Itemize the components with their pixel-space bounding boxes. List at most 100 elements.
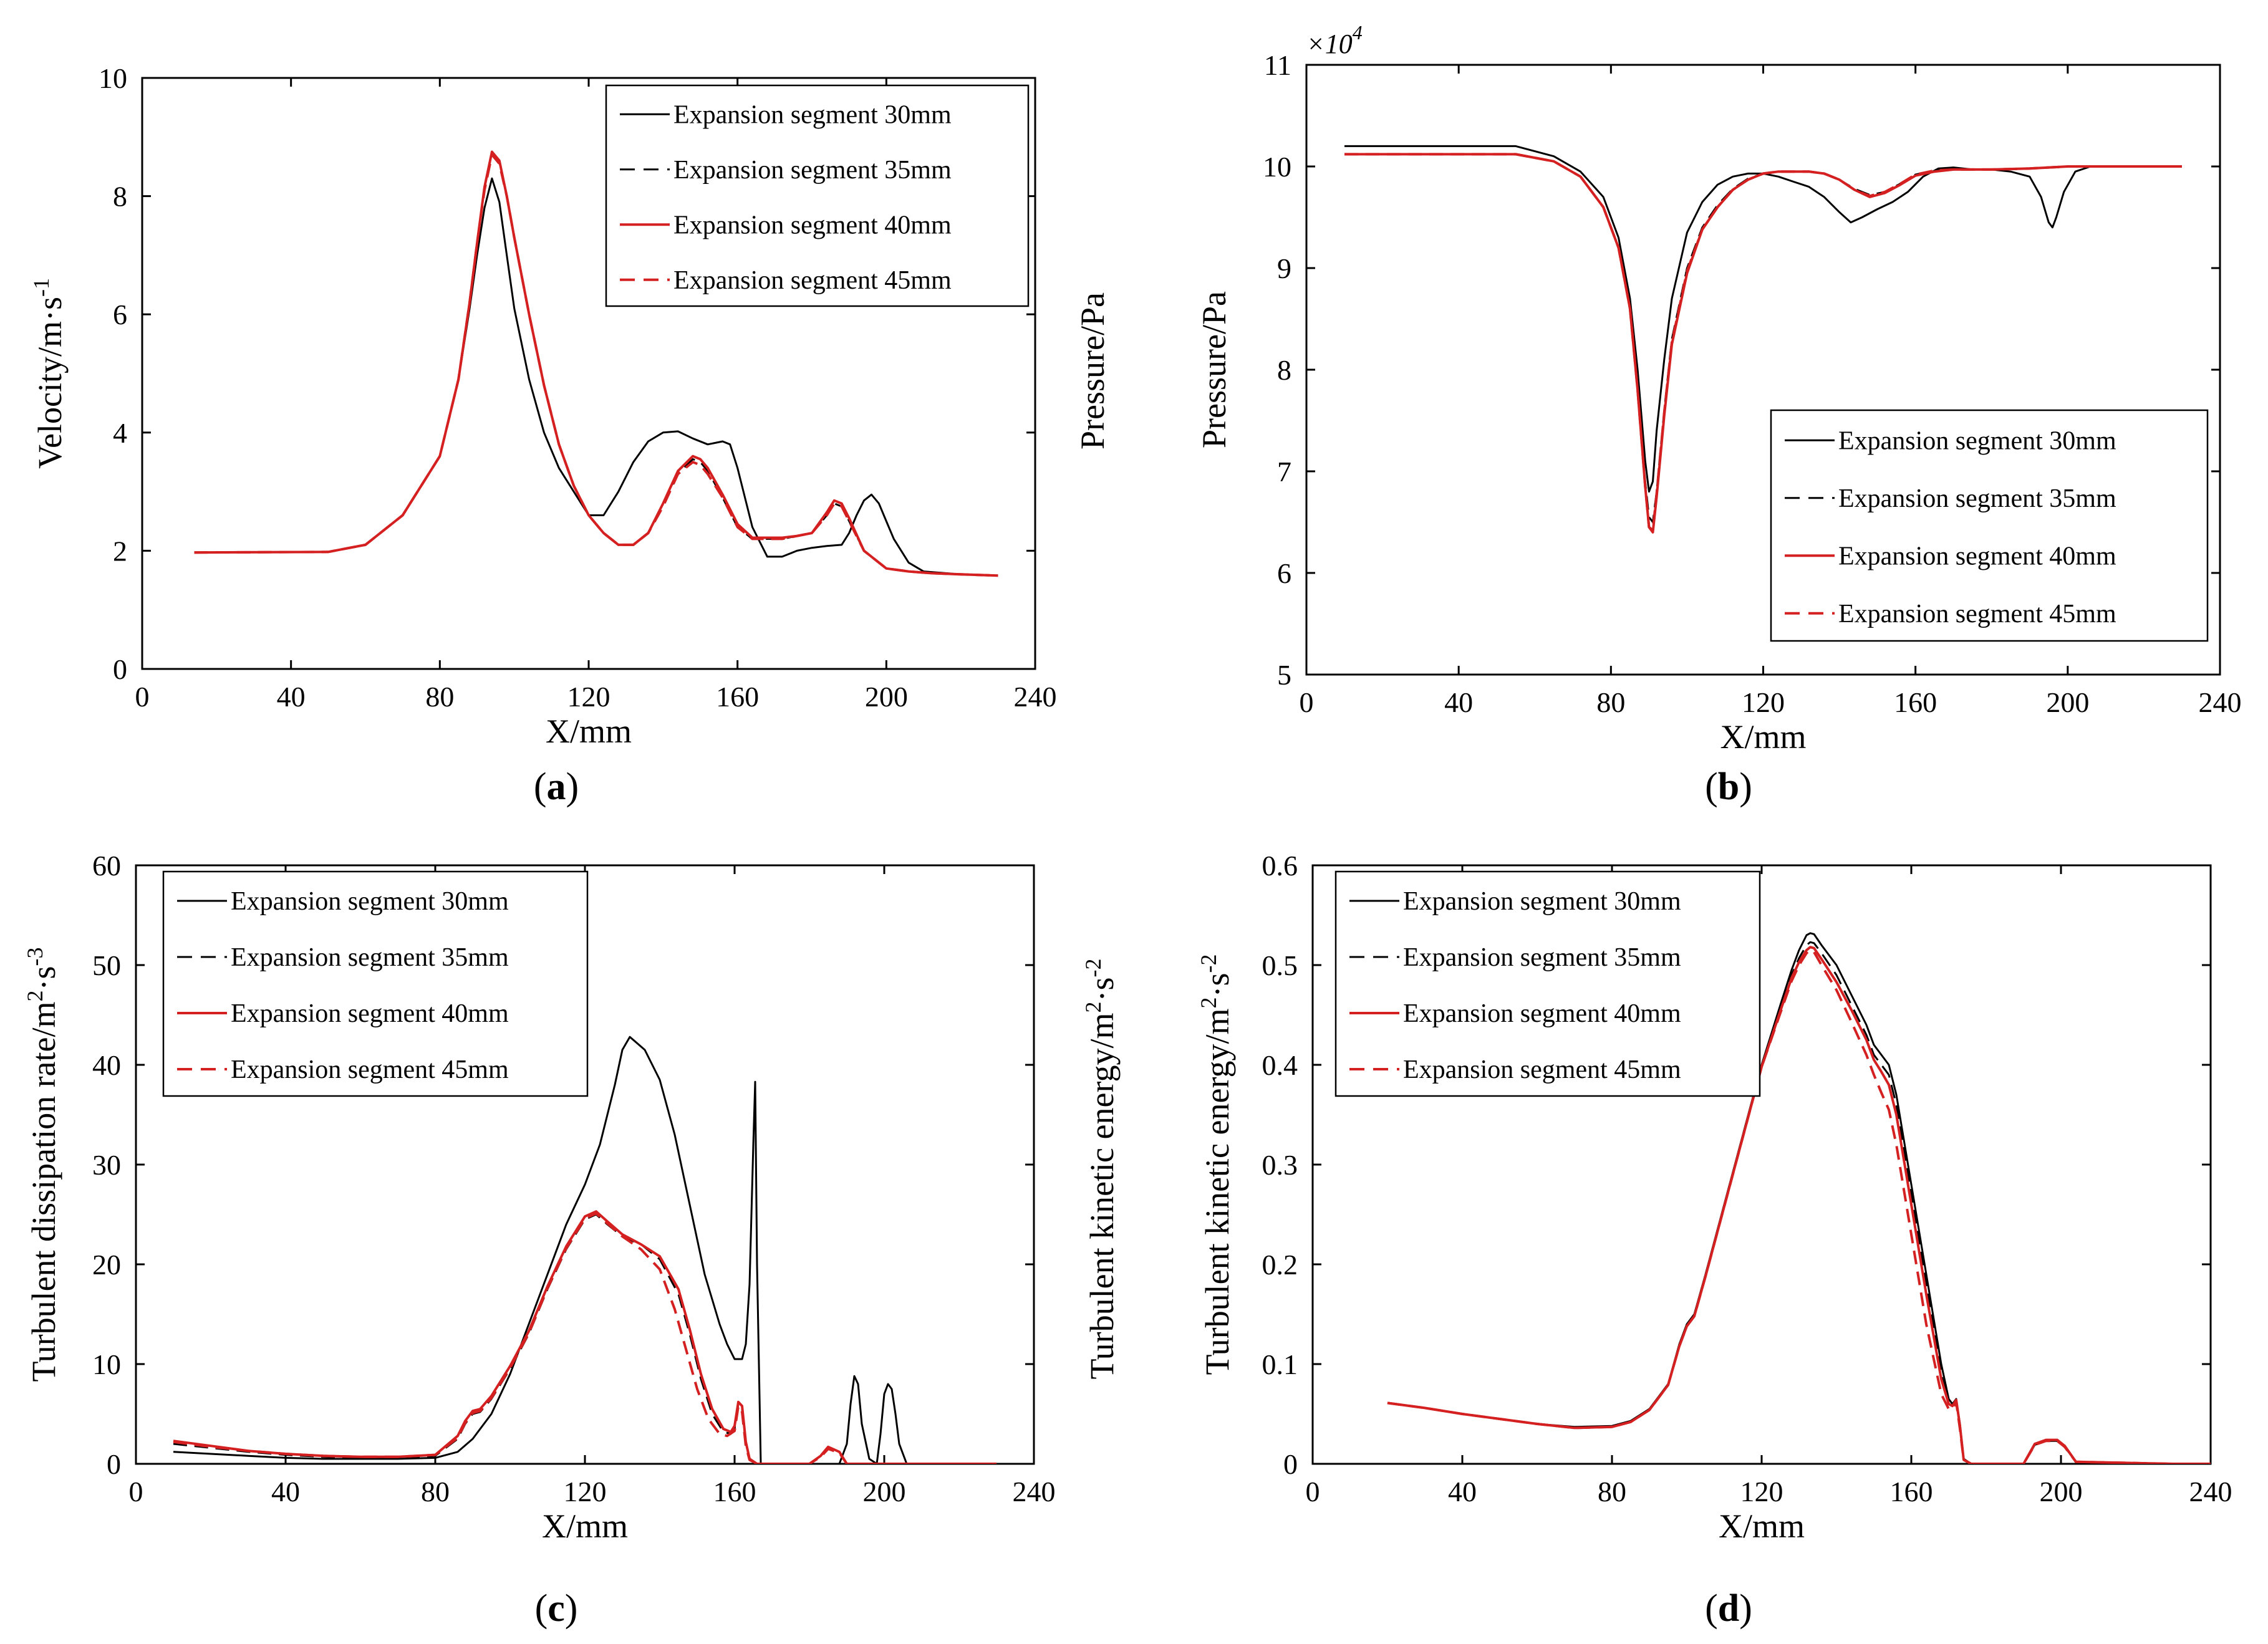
y-tick-label: 8 [1277,354,1291,386]
x-axis-label: X/mm [1720,718,1806,756]
x-tick-label: 240 [2189,1476,2232,1507]
x-tick-label: 240 [1013,1476,1056,1507]
legend-label-3: Expansion segment 40mm [231,999,509,1028]
x-tick-label: 200 [2046,686,2089,718]
x-tick-label: 240 [2199,686,2242,718]
y-tick-label: 50 [92,949,121,981]
legend-label-1: Expansion segment 30mm [1403,887,1681,916]
legend: Expansion segment 30mm Expansion segment … [162,870,589,1097]
side-axis-label: Turbulent kinetic energy/m2·s-2 [1081,959,1121,1380]
side-axis-label: Pressure/Pa [1074,292,1111,449]
x-tick-label: 40 [271,1476,300,1507]
y-tick-label: 20 [92,1249,121,1281]
y-tick-label: 5 [1277,659,1291,691]
y-tick-label: 9 [1277,252,1291,284]
y-tick-label: 6 [1277,557,1291,589]
y-axis-label: Velocity/m·s-1 [29,278,69,469]
legend-label-2: Expansion segment 35mm [1403,943,1681,972]
legend-label-3: Expansion segment 40mm [1838,542,2116,570]
x-tick-label: 0 [1306,1476,1320,1507]
x-tick-label: 200 [2040,1476,2083,1507]
y-tick-label: 0.6 [1262,850,1298,882]
y-tick-label: 0.1 [1262,1348,1298,1380]
y-tick-label: 11 [1264,49,1291,81]
y-tick-label: 60 [92,850,121,882]
series-group [1344,145,2182,534]
legend-label-2: Expansion segment 35mm [673,156,952,185]
x-axis-label: X/mm [542,1507,628,1545]
x-tick-label: 200 [865,681,908,713]
legend: Expansion segment 30mm Expansion segment … [605,84,1030,307]
legend-box [605,84,1030,307]
x-tick-label: 120 [564,1476,607,1507]
panel-label-b: (b) [1705,766,1752,808]
legend-label-4: Expansion segment 45mm [673,266,952,295]
panel-label-a: (a) [534,766,579,808]
x-tick-label: 160 [716,681,759,713]
x-tick-label: 40 [1448,1476,1477,1507]
series-group [173,1036,996,1464]
y-axis-label: Turbulent kinetic energy/m2·s-2 [1196,954,1236,1375]
y-axis-label: Turbulent dissipation rate/m2·s-3 [22,948,62,1382]
chart-panel-b: 0 40 80 120 160 200 240 5 6 7 8 9 10 11 X/mm Pressure/P… [1074,21,2242,756]
x-tick-label: 80 [1598,1476,1626,1507]
chart-panel-c: 0 40 80 120 160 200 240 0 10 20 30 40 50 60 X/mm Turbul… [22,850,1121,1545]
legend-label-1: Expansion segment 30mm [231,887,509,916]
legend-box [1334,870,1761,1097]
y-axis-label: Pressure/Pa [1195,291,1233,448]
y-tick-label: 0 [1283,1448,1298,1480]
x-axis-label: X/mm [546,713,632,750]
legend-label-1: Expansion segment 30mm [1838,426,2116,455]
panel-label-c: (c) [535,1587,578,1630]
series-line-1 [1344,145,2182,493]
panel-label-d: (d) [1705,1587,1752,1630]
x-tick-label: 0 [1300,686,1314,718]
x-tick-label: 80 [421,1476,450,1507]
series-group [1387,932,2211,1464]
x-tick-label: 0 [129,1476,143,1507]
legend-label-3: Expansion segment 40mm [673,211,952,239]
x-tick-label: 40 [1444,686,1473,718]
legend-label-2: Expansion segment 35mm [1838,484,2116,513]
legend-label-4: Expansion segment 45mm [1403,1055,1681,1084]
y-tick-label: 0 [107,1448,121,1480]
y-tick-label: 0.5 [1262,949,1298,981]
y-tick-label: 0.4 [1262,1049,1298,1081]
y-tick-label: 0.2 [1262,1249,1298,1281]
legend: Expansion segment 30mm Expansion segment … [1770,409,2209,642]
x-tick-label: 200 [863,1476,906,1507]
x-tick-label: 240 [1014,681,1057,713]
y-tick-label: 10 [1263,151,1291,183]
y-tick-label: 0 [113,653,127,685]
series-line-4 [1387,949,2211,1464]
y-tick-label: 4 [113,417,127,449]
x-tick-label: 0 [135,681,150,713]
x-tick-label: 160 [1894,686,1937,718]
series-line-4 [1344,153,2182,532]
series-line-4 [173,1212,996,1464]
y-tick-label: 7 [1277,456,1291,488]
x-axis-label: X/mm [1719,1507,1805,1545]
scale-note: ×104 [1306,21,1363,59]
legend-label-4: Expansion segment 45mm [231,1055,509,1084]
legend-label-4: Expansion segment 45mm [1838,600,2116,628]
y-tick-label: 8 [113,181,127,213]
legend-label-2: Expansion segment 35mm [231,943,509,972]
series-line-1 [173,1036,996,1464]
x-tick-label: 120 [1742,686,1785,718]
series-line-4 [194,153,998,577]
x-tick-label: 40 [277,681,306,713]
series-line-1 [194,177,998,577]
x-tick-label: 120 [1740,1476,1783,1507]
legend-box [162,870,589,1097]
legend-label-3: Expansion segment 40mm [1403,999,1681,1028]
legend-box [1770,409,2209,642]
legend: Expansion segment 30mm Expansion segment … [1334,870,1761,1097]
chart-panel-d: 0 40 80 120 160 200 240 0 0.1 0.2 0.3 0.4 0.5 0.6 X/mm… [1196,850,2232,1545]
legend-label-1: Expansion segment 30mm [673,100,952,129]
y-tick-label: 2 [113,535,127,567]
y-tick-label: 40 [92,1049,121,1081]
x-tick-label: 120 [567,681,610,713]
